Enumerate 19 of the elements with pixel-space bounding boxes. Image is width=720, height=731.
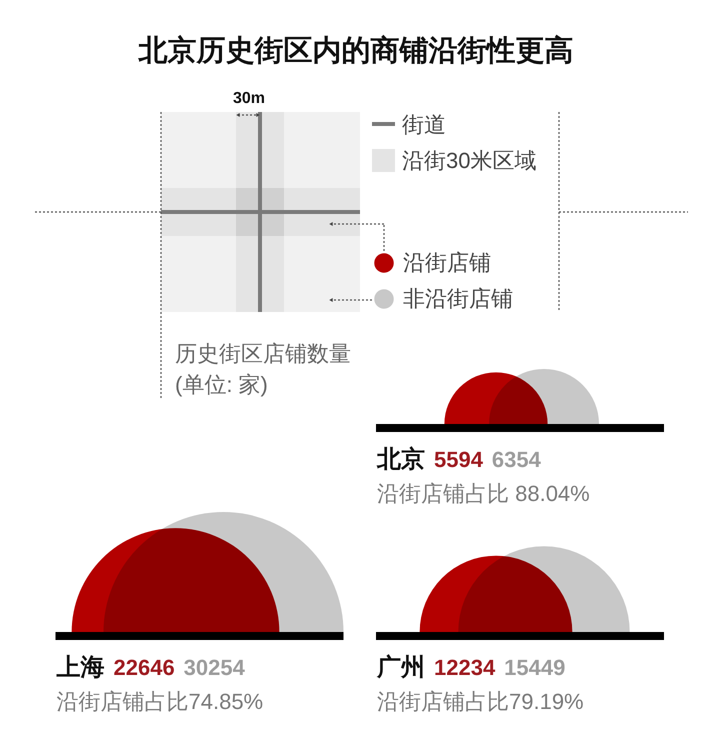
category-label: 广州	[376, 654, 425, 681]
category-label: 上海	[56, 654, 104, 681]
category-label: 北京	[376, 446, 425, 473]
text: 30m	[232, 90, 266, 107]
text: 街道	[402, 112, 446, 137]
data-label: 6354	[492, 447, 542, 472]
legend-label: 沿街店铺	[403, 250, 491, 275]
text: 沿街店铺占比 88.04%	[377, 481, 590, 506]
data-label: 22646	[114, 655, 175, 680]
text: 北京历史街区内的商铺沿街性更高	[138, 34, 574, 67]
text: 沿街店铺占比74.85%	[56, 689, 264, 714]
text: 沿街30米区域	[402, 148, 536, 173]
data-label: 12234	[434, 655, 496, 680]
data-label: 15449	[504, 655, 566, 680]
data-label: 30254	[184, 655, 246, 680]
text: 沿街店铺占比79.19%	[377, 689, 584, 714]
legend-label: 非沿街店铺	[403, 286, 513, 311]
data-label: 5594	[434, 447, 484, 472]
text: 历史街区店铺数量 (单位: 家)	[175, 341, 351, 397]
